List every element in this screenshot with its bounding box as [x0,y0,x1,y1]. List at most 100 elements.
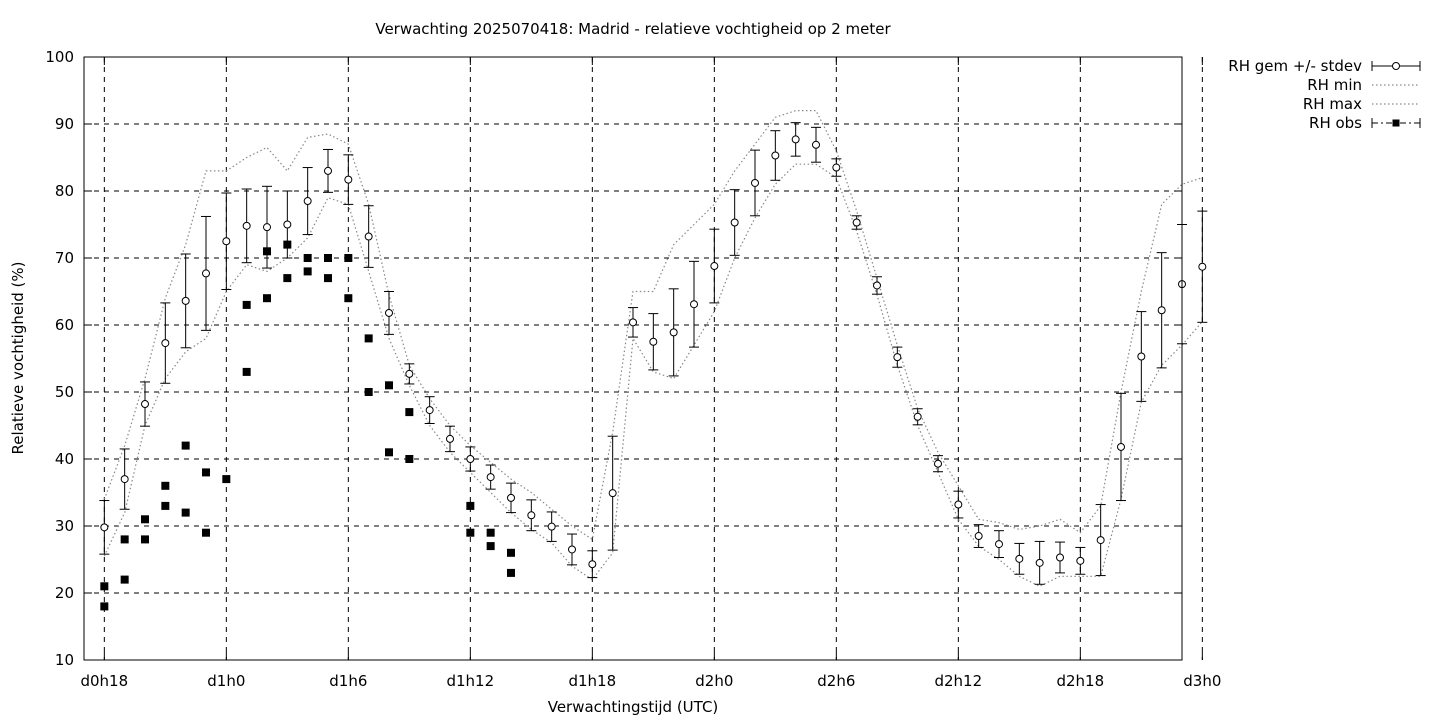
rh-obs-point [324,254,332,262]
y-tick-label: 20 [55,584,74,602]
rh-mean-point [832,163,841,172]
x-tick-label: d2h0 [695,672,733,690]
rh-obs-point [344,254,353,262]
rh-mean-point [934,459,942,468]
rh-mean-point [486,473,495,482]
rh-obs-point [141,535,149,544]
y-tick-label: 80 [55,182,74,200]
rh-obs-point [385,381,393,390]
rh-mean-point [1137,352,1146,361]
rh-mean-point [1015,554,1024,563]
rh-mean-point [954,500,963,509]
rh-obs-point [181,441,190,450]
rh-mean-point [446,434,454,443]
rh-mean-point [100,523,109,532]
rh-obs-point [507,548,515,557]
rh-obs-point [507,568,515,577]
rh-obs-point [283,274,292,283]
rh-mean-point [791,135,800,144]
rh-mean-point [629,318,637,327]
rh-mean-point [588,560,597,569]
rh-mean-point [242,221,251,230]
x-tick-label: d3h0 [1183,672,1221,690]
rh-obs-point [324,274,332,283]
rh-mean-point [771,151,780,160]
rh-obs-points [100,240,515,611]
rh-mean-point [690,300,698,309]
x-tick-label: d1h12 [446,672,494,690]
rh-obs-point [263,294,271,303]
rh-obs-point [161,481,170,490]
rh-mean-point [344,175,353,184]
rh-mean-point [507,493,515,502]
rh-obs-point [405,408,414,417]
rh-mean-point [263,223,271,232]
x-tick-label: d1h18 [568,672,616,690]
rh-mean-point [812,140,820,149]
rh-mean-point [120,475,129,484]
rh-mean-point [547,522,556,531]
rh-obs-point [303,254,312,262]
x-tick-label: d1h0 [207,672,245,690]
rh-obs-point [202,528,210,537]
y-tick-label: 50 [55,383,74,401]
x-tick-label: d2h6 [817,672,855,690]
rh-mean-point [669,328,678,337]
rh-mean-point [730,218,739,227]
rh-mean-point [181,296,190,305]
x-tick-label: d0h18 [80,672,128,690]
rh-obs-point [486,542,495,551]
rh-obs-point [202,468,210,477]
rh-mean-point [466,455,475,463]
rh-mean-point [995,540,1003,549]
legend-label: RH gem +/- stdev [1228,57,1362,75]
rh-mean-point [974,532,983,541]
rh-mean-point [202,269,210,278]
plot-area [83,56,1183,661]
rh-obs-point [100,582,109,591]
rh-obs-point [181,508,190,517]
rh-mean-point [751,178,759,187]
legend-swatch-marker [1392,62,1400,70]
legend-label: RH max [1303,95,1362,113]
gridlines [84,57,1203,660]
rh-mean-point [852,218,861,227]
y-tick-label: 100 [45,48,74,66]
y-tick-label: 70 [55,249,74,267]
rh-mean-point [141,400,149,409]
rh-mean-point [710,262,719,271]
rh-obs-point [466,501,475,510]
y-tick-label: 40 [55,450,74,468]
rh-obs-point [222,475,231,484]
rh-obs-point [364,334,373,343]
x-tick-label: d1h6 [329,672,367,690]
rh-obs-point [120,575,129,584]
x-tick-label: d2h12 [934,672,982,690]
x-tick-label: d2h18 [1056,672,1104,690]
rh-mean-point [1117,442,1125,451]
y-tick-label: 90 [55,115,74,133]
rh-mean-point [324,166,332,175]
rh-obs-point [486,528,495,537]
rh-mean-point [527,511,536,520]
y-axis-label: Relatieve vochtigheid (%) [9,261,27,454]
rh-mean-point [1076,556,1085,565]
rh-mean-point [649,337,658,346]
rh-obs-point [303,267,312,276]
rh-mean-point [1157,306,1166,315]
rh-obs-point [364,388,373,396]
rh-mean-point [405,369,414,378]
y-tick-label: 60 [55,316,74,334]
rh-mean-point [1056,553,1064,562]
rh-mean-point [1096,536,1105,545]
rh-mean-point [1035,558,1044,567]
rh-obs-point [405,455,414,463]
rh-mean-point [222,237,231,246]
rh-obs-point [120,535,129,544]
y-tick-label: 10 [55,651,74,669]
legend-label: RH min [1307,76,1362,94]
rh-mean-point [913,412,922,421]
legend-swatch-marker [1392,119,1400,127]
x-axis-label: Verwachtingstijd (UTC) [548,698,719,716]
